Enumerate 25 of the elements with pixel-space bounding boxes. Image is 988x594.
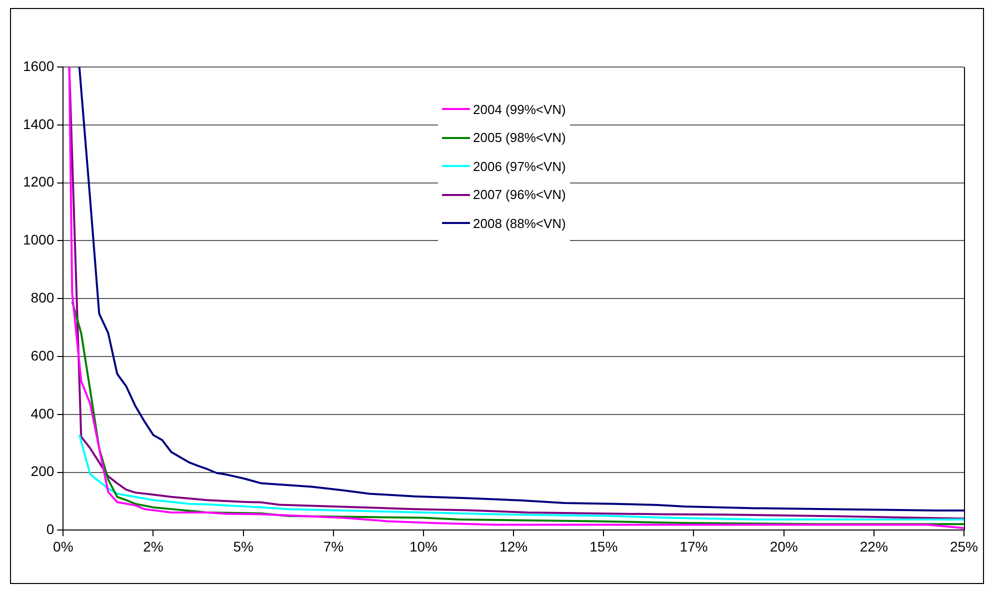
x-tick-label: 15% — [590, 538, 618, 554]
legend-label: 2008 (88%<VN) — [473, 216, 566, 231]
x-tick-label: 25% — [950, 538, 978, 554]
y-tick-label: 400 — [30, 405, 54, 422]
x-tick-label: 12% — [500, 538, 528, 554]
legend-label: 2007 (96%<VN) — [473, 187, 566, 202]
y-tick-label: 1200 — [22, 174, 54, 190]
legend-label: 2005 (98%<VN) — [473, 130, 566, 146]
y-tick-label: 600 — [30, 347, 54, 364]
y-tick-label: 1400 — [22, 116, 54, 132]
x-tick-label: 0% — [53, 538, 74, 554]
legend-label: 2004 (99%<VN) — [473, 102, 566, 117]
y-tick-label: 1000 — [22, 232, 54, 248]
y-tick-label: 0 — [46, 521, 54, 538]
x-tick-label: 7% — [323, 538, 344, 554]
x-tick-label: 22% — [860, 538, 888, 554]
x-tick-label: 20% — [770, 538, 798, 554]
x-tick-label: 17% — [680, 538, 708, 554]
x-tick-label: 5% — [233, 538, 254, 554]
legend-label: 2006 (97%<VN) — [473, 158, 566, 174]
x-tick-label: 2% — [143, 538, 164, 554]
x-tick-label: 10% — [409, 538, 438, 554]
y-tick-label: 200 — [30, 463, 54, 480]
y-tick-label: 800 — [30, 289, 54, 306]
y-tick-label: 1600 — [22, 58, 54, 74]
